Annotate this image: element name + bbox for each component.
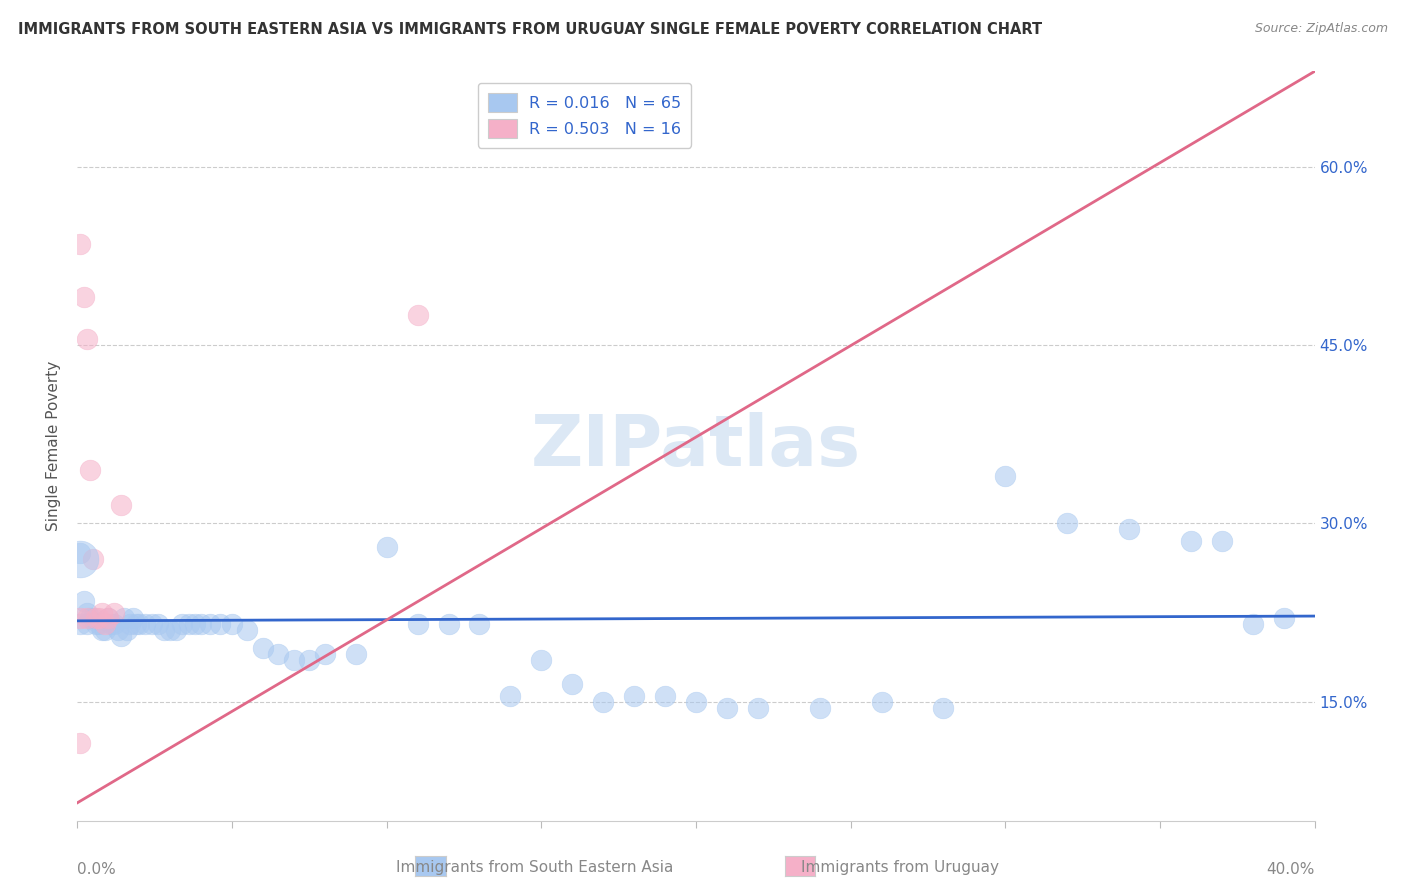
Point — [437, 617, 460, 632]
Point — [76, 617, 98, 632]
Point — [69, 736, 91, 750]
Point — [115, 624, 138, 638]
Text: Source: ZipAtlas.com: Source: ZipAtlas.com — [1254, 22, 1388, 36]
Point — [134, 617, 156, 632]
Point — [103, 617, 125, 632]
Point — [283, 653, 305, 667]
Point — [69, 617, 91, 632]
Point — [747, 700, 769, 714]
Point — [208, 617, 231, 632]
Point — [314, 647, 336, 661]
Point — [298, 653, 321, 667]
Point — [69, 611, 91, 625]
Point — [623, 689, 645, 703]
Legend: R = 0.016   N = 65, R = 0.503   N = 16: R = 0.016 N = 65, R = 0.503 N = 16 — [478, 83, 690, 147]
Point — [72, 593, 94, 607]
Point — [87, 617, 110, 632]
Text: Immigrants from South Eastern Asia: Immigrants from South Eastern Asia — [395, 860, 673, 874]
Point — [165, 624, 187, 638]
Point — [375, 540, 398, 554]
Point — [76, 611, 98, 625]
Point — [561, 677, 583, 691]
Text: 0.0%: 0.0% — [77, 862, 117, 877]
Point — [110, 499, 132, 513]
Point — [808, 700, 831, 714]
Point — [107, 624, 129, 638]
Point — [200, 617, 222, 632]
Point — [112, 611, 135, 625]
Point — [94, 617, 117, 632]
Text: Immigrants from Uruguay: Immigrants from Uruguay — [801, 860, 998, 874]
Point — [159, 624, 181, 638]
Point — [91, 624, 114, 638]
Point — [125, 617, 148, 632]
Point — [1211, 534, 1233, 549]
Point — [76, 332, 98, 346]
Point — [406, 308, 429, 322]
Point — [79, 463, 101, 477]
Point — [221, 617, 243, 632]
Point — [236, 624, 259, 638]
Point — [530, 653, 553, 667]
Point — [1272, 611, 1295, 625]
Point — [76, 606, 98, 620]
Point — [69, 552, 91, 566]
Point — [685, 695, 707, 709]
Point — [177, 617, 200, 632]
Point — [1056, 516, 1078, 531]
Point — [146, 617, 169, 632]
Point — [406, 617, 429, 632]
Text: 40.0%: 40.0% — [1267, 862, 1315, 877]
Point — [654, 689, 676, 703]
Point — [103, 606, 125, 620]
Point — [82, 552, 104, 566]
Point — [344, 647, 367, 661]
Point — [72, 290, 94, 304]
Point — [97, 611, 120, 625]
Point — [468, 617, 491, 632]
Point — [141, 617, 163, 632]
Text: ZIPatlas: ZIPatlas — [531, 411, 860, 481]
Y-axis label: Single Female Poverty: Single Female Poverty — [46, 361, 62, 531]
Point — [267, 647, 290, 661]
Point — [122, 611, 145, 625]
Point — [82, 611, 104, 625]
Point — [994, 468, 1017, 483]
Point — [870, 695, 893, 709]
Point — [128, 617, 150, 632]
Point — [184, 617, 207, 632]
Point — [94, 624, 117, 638]
Point — [172, 617, 194, 632]
Point — [252, 641, 274, 656]
Point — [932, 700, 955, 714]
Point — [97, 611, 120, 625]
Point — [1118, 522, 1140, 536]
Point — [69, 546, 91, 560]
Point — [1180, 534, 1202, 549]
Point — [592, 695, 614, 709]
Point — [190, 617, 212, 632]
Point — [110, 629, 132, 643]
Point — [1241, 617, 1264, 632]
Point — [84, 611, 107, 625]
Point — [153, 624, 176, 638]
Point — [91, 606, 114, 620]
Text: IMMIGRANTS FROM SOUTH EASTERN ASIA VS IMMIGRANTS FROM URUGUAY SINGLE FEMALE POVE: IMMIGRANTS FROM SOUTH EASTERN ASIA VS IM… — [18, 22, 1042, 37]
Point — [79, 611, 101, 625]
Point — [84, 617, 107, 632]
Point — [118, 617, 141, 632]
Point — [499, 689, 522, 703]
Point — [100, 617, 122, 632]
Point — [87, 611, 110, 625]
Point — [716, 700, 738, 714]
Point — [69, 236, 91, 251]
